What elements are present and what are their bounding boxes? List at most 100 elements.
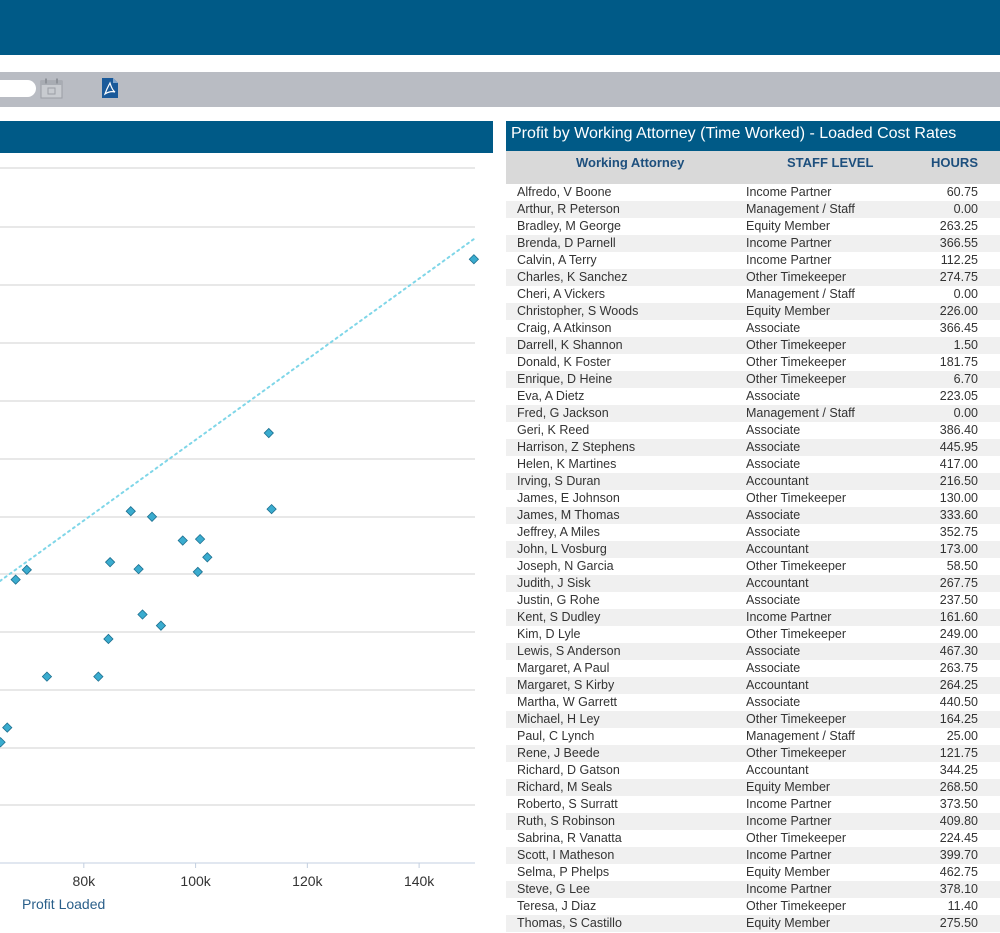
scatter-point[interactable] [41, 671, 53, 682]
table-row[interactable]: Brenda, D Parnell Income Partner 366.55 [506, 235, 1000, 252]
table-row[interactable]: Thomas, S Castillo Equity Member 275.50 [506, 915, 1000, 932]
attorney-name-cell: Eva, A Dietz [517, 389, 585, 403]
staff-level-cell: Other Timekeeper [746, 559, 847, 573]
staff-level-cell: Accountant [746, 576, 809, 590]
scatter-point[interactable] [125, 506, 136, 517]
table-row[interactable]: Joseph, N Garcia Other Timekeeper 58.50 [506, 558, 1000, 575]
chart-points [0, 254, 480, 748]
scatter-point[interactable] [177, 535, 188, 546]
attorney-name-cell: James, M Thomas [517, 508, 620, 522]
hours-cell: 226.00 [939, 304, 978, 318]
table-row[interactable]: Teresa, J Diaz Other Timekeeper 11.40 [506, 898, 1000, 915]
hours-cell: 399.70 [939, 848, 978, 862]
table-row[interactable]: Craig, A Atkinson Associate 366.45 [506, 320, 1000, 337]
x-tick-label: 120k [292, 873, 323, 889]
x-tick-label: 80k [73, 873, 97, 889]
table-row[interactable]: Steve, G Lee Income Partner 378.10 [506, 881, 1000, 898]
table-row[interactable]: James, M Thomas Associate 333.60 [506, 507, 1000, 524]
table-row[interactable]: Selma, P Phelps Equity Member 462.75 [506, 864, 1000, 881]
table-row[interactable]: Scott, I Matheson Income Partner 399.70 [506, 847, 1000, 864]
column-header-hours[interactable]: HOURS [931, 155, 978, 170]
table-row[interactable]: Donald, K Foster Other Timekeeper 181.75 [506, 354, 1000, 371]
attorney-name-cell: Harrison, Z Stephens [517, 440, 636, 454]
table-row[interactable]: James, E Johnson Other Timekeeper 130.00 [506, 490, 1000, 507]
table-row[interactable]: Lewis, S Anderson Associate 467.30 [506, 643, 1000, 660]
x-tick-label: 140k [404, 873, 435, 889]
table-row[interactable]: Eva, A Dietz Associate 223.05 [506, 388, 1000, 405]
table-row[interactable]: Michael, H Ley Other Timekeeper 164.25 [506, 711, 1000, 728]
attorney-name-cell: Cheri, A Vickers [517, 287, 606, 301]
attorney-name-cell: Kent, S Dudley [517, 610, 601, 624]
scatter-point[interactable] [21, 564, 32, 576]
table-row[interactable]: Margaret, S Kirby Accountant 264.25 [506, 677, 1000, 694]
scatter-point[interactable] [194, 533, 206, 545]
table-row[interactable]: Justin, G Rohe Associate 237.50 [506, 592, 1000, 609]
staff-level-cell: Other Timekeeper [746, 831, 847, 845]
calendar-icon[interactable] [40, 78, 63, 99]
app-header-bar [0, 0, 1000, 55]
table-row[interactable]: Cheri, A Vickers Management / Staff 0.00 [506, 286, 1000, 303]
scatter-chart-panel: 80k 100k 120k 140k Profit Loaded [0, 153, 493, 933]
table-row[interactable]: Calvin, A Terry Income Partner 112.25 [506, 252, 1000, 269]
attorney-name-cell: Craig, A Atkinson [517, 321, 612, 335]
column-header-working-attorney[interactable]: Working Attorney [576, 155, 685, 170]
table-row[interactable]: Fred, G Jackson Management / Staff 0.00 [506, 405, 1000, 422]
table-row[interactable]: Darrell, K Shannon Other Timekeeper 1.50 [506, 337, 1000, 354]
scatter-point[interactable] [2, 722, 13, 733]
scatter-point[interactable] [104, 556, 116, 568]
scatter-point[interactable] [0, 737, 6, 748]
hours-cell: 60.75 [946, 185, 978, 199]
table-row[interactable]: Kent, S Dudley Income Partner 161.60 [506, 609, 1000, 626]
table-row[interactable]: Geri, K Reed Associate 386.40 [506, 422, 1000, 439]
table-row[interactable]: Arthur, R Peterson Management / Staff 0.00 [506, 201, 1000, 218]
hours-cell: 0.00 [953, 406, 978, 420]
scatter-point[interactable] [192, 566, 203, 578]
table-row[interactable]: Bradley, M George Equity Member 263.25 [506, 218, 1000, 235]
table-row[interactable]: Harrison, Z Stephens Associate 445.95 [506, 439, 1000, 456]
scatter-point[interactable] [137, 609, 148, 620]
table-row[interactable]: Alfredo, V Boone Income Partner 60.75 [506, 184, 1000, 201]
table-row[interactable]: Christopher, S Woods Equity Member 226.00 [506, 303, 1000, 320]
hours-cell: 417.00 [939, 457, 978, 471]
filter-toolbar [0, 72, 1000, 107]
scatter-point[interactable] [146, 511, 158, 522]
scatter-point[interactable] [93, 671, 104, 682]
table-row[interactable]: Martha, W Garrett Associate 440.50 [506, 694, 1000, 711]
scatter-point[interactable] [468, 254, 480, 265]
scatter-point[interactable] [155, 620, 167, 631]
table-row[interactable]: Judith, J Sisk Accountant 267.75 [506, 575, 1000, 592]
table-row[interactable]: Helen, K Martines Associate 417.00 [506, 456, 1000, 473]
table-row[interactable]: Charles, K Sanchez Other Timekeeper 274.75 [506, 269, 1000, 286]
scatter-point[interactable] [263, 427, 274, 439]
table-row[interactable]: Richard, M Seals Equity Member 268.50 [506, 779, 1000, 796]
table-row[interactable]: Sabrina, R Vanatta Other Timekeeper 224.45 [506, 830, 1000, 847]
scatter-point[interactable] [10, 574, 21, 585]
hours-cell: 173.00 [939, 542, 978, 556]
table-row[interactable]: Roberto, S Surratt Income Partner 373.50 [506, 796, 1000, 813]
attorney-name-cell: Teresa, J Diaz [517, 899, 597, 913]
table-row[interactable]: Margaret, A Paul Associate 263.75 [506, 660, 1000, 677]
scatter-point[interactable] [202, 552, 213, 563]
attorney-name-cell: Jeffrey, A Miles [517, 525, 600, 539]
table-row[interactable]: Richard, D Gatson Accountant 344.25 [506, 762, 1000, 779]
table-row[interactable]: Enrique, D Heine Other Timekeeper 6.70 [506, 371, 1000, 388]
pdf-export-icon[interactable] [101, 78, 119, 98]
table-row[interactable]: Rene, J Beede Other Timekeeper 121.75 [506, 745, 1000, 762]
table-row[interactable]: Jeffrey, A Miles Associate 352.75 [506, 524, 1000, 541]
staff-level-cell: Income Partner [746, 610, 832, 624]
table-row[interactable]: Irving, S Duran Accountant 216.50 [506, 473, 1000, 490]
column-header-staff-level[interactable]: STAFF LEVEL [787, 155, 874, 170]
staff-level-cell: Associate [746, 457, 801, 471]
table-row[interactable]: John, L Vosburg Accountant 173.00 [506, 541, 1000, 558]
table-row[interactable]: Paul, C Lynch Management / Staff 25.00 [506, 728, 1000, 745]
scatter-point[interactable] [266, 503, 277, 515]
hours-cell: 264.25 [939, 678, 978, 692]
table-row[interactable]: Kim, D Lyle Other Timekeeper 249.00 [506, 626, 1000, 643]
date-input[interactable] [0, 80, 36, 97]
hours-cell: 263.75 [939, 661, 978, 675]
attorney-name-cell: Calvin, A Terry [517, 253, 597, 267]
hours-cell: 181.75 [939, 355, 978, 369]
scatter-point[interactable] [103, 633, 114, 645]
table-row[interactable]: Ruth, S Robinson Income Partner 409.80 [506, 813, 1000, 830]
scatter-point[interactable] [133, 563, 144, 575]
